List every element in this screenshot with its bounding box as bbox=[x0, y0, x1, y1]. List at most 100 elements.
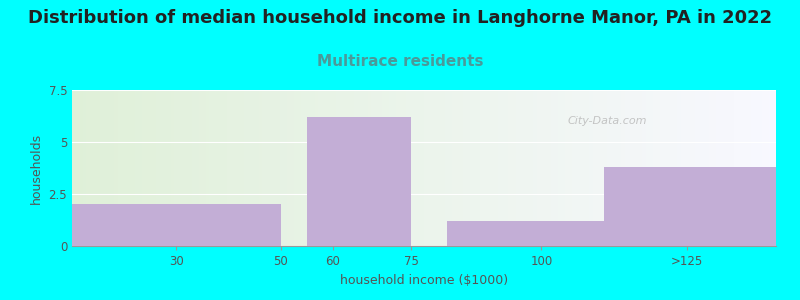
Bar bbox=[421, 90, 424, 246]
Bar bbox=[618, 90, 621, 246]
Bar bbox=[642, 90, 646, 246]
Bar bbox=[600, 90, 603, 246]
Bar bbox=[258, 90, 262, 246]
Bar bbox=[442, 90, 445, 246]
Bar bbox=[709, 90, 713, 246]
Bar bbox=[610, 90, 614, 246]
Bar bbox=[276, 90, 280, 246]
Bar bbox=[206, 90, 210, 246]
Bar bbox=[396, 90, 399, 246]
Bar bbox=[93, 90, 97, 246]
Bar bbox=[213, 90, 216, 246]
Bar bbox=[210, 90, 213, 246]
Bar bbox=[185, 90, 188, 246]
Bar bbox=[368, 90, 371, 246]
Y-axis label: households: households bbox=[30, 132, 43, 204]
Bar bbox=[533, 90, 537, 246]
Bar bbox=[298, 90, 301, 246]
Bar bbox=[371, 90, 374, 246]
Bar bbox=[540, 90, 544, 246]
Bar bbox=[762, 90, 766, 246]
Bar bbox=[326, 90, 329, 246]
Bar bbox=[470, 90, 474, 246]
Bar bbox=[238, 90, 241, 246]
Bar bbox=[188, 90, 192, 246]
Bar bbox=[695, 90, 698, 246]
Bar bbox=[519, 90, 522, 246]
Bar bbox=[505, 90, 509, 246]
Bar bbox=[558, 90, 562, 246]
Bar bbox=[86, 90, 90, 246]
Bar bbox=[72, 204, 281, 246]
Bar bbox=[220, 90, 223, 246]
Bar bbox=[97, 90, 100, 246]
Bar bbox=[685, 90, 688, 246]
Bar bbox=[635, 90, 638, 246]
Bar bbox=[449, 90, 452, 246]
Bar bbox=[678, 90, 681, 246]
Bar bbox=[755, 90, 758, 246]
Bar bbox=[153, 90, 157, 246]
X-axis label: household income ($1000): household income ($1000) bbox=[340, 274, 508, 286]
Bar bbox=[382, 90, 386, 246]
Bar bbox=[530, 90, 533, 246]
Bar bbox=[118, 90, 122, 246]
Bar bbox=[480, 90, 484, 246]
Bar bbox=[456, 90, 459, 246]
Bar bbox=[374, 90, 378, 246]
Bar bbox=[135, 90, 139, 246]
Bar bbox=[241, 90, 245, 246]
Bar bbox=[343, 90, 346, 246]
Bar bbox=[462, 90, 466, 246]
Bar bbox=[304, 90, 308, 246]
Bar bbox=[311, 90, 315, 246]
Bar bbox=[734, 90, 738, 246]
Bar bbox=[336, 90, 339, 246]
Bar bbox=[509, 90, 512, 246]
Bar bbox=[399, 90, 403, 246]
Bar bbox=[346, 90, 350, 246]
Bar bbox=[502, 90, 505, 246]
Bar bbox=[459, 90, 462, 246]
Bar bbox=[650, 90, 653, 246]
Bar bbox=[410, 90, 414, 246]
Bar bbox=[586, 90, 590, 246]
Bar bbox=[769, 90, 773, 246]
Bar bbox=[132, 90, 135, 246]
Bar bbox=[104, 90, 107, 246]
Bar bbox=[550, 90, 554, 246]
Bar bbox=[614, 90, 618, 246]
Bar bbox=[294, 90, 298, 246]
Bar bbox=[568, 90, 572, 246]
Bar bbox=[392, 90, 396, 246]
Bar bbox=[537, 90, 540, 246]
Bar bbox=[234, 90, 238, 246]
Bar bbox=[318, 90, 322, 246]
Bar bbox=[691, 90, 695, 246]
Bar bbox=[329, 90, 333, 246]
Bar bbox=[174, 90, 178, 246]
Bar bbox=[515, 90, 519, 246]
Bar bbox=[494, 90, 498, 246]
Bar bbox=[554, 90, 558, 246]
Bar bbox=[522, 90, 526, 246]
Bar bbox=[590, 90, 593, 246]
Bar bbox=[290, 90, 294, 246]
Bar bbox=[306, 117, 411, 246]
Bar bbox=[491, 90, 494, 246]
Bar bbox=[280, 90, 283, 246]
Bar bbox=[607, 90, 610, 246]
Bar bbox=[150, 90, 153, 246]
Bar bbox=[674, 90, 678, 246]
Bar bbox=[466, 90, 470, 246]
Bar bbox=[322, 90, 326, 246]
Bar bbox=[286, 90, 290, 246]
Bar bbox=[562, 90, 565, 246]
Bar bbox=[698, 90, 702, 246]
Bar bbox=[308, 90, 311, 246]
Bar bbox=[192, 90, 195, 246]
Bar bbox=[170, 90, 174, 246]
Bar bbox=[603, 90, 607, 246]
Bar bbox=[572, 90, 575, 246]
Bar bbox=[431, 90, 434, 246]
